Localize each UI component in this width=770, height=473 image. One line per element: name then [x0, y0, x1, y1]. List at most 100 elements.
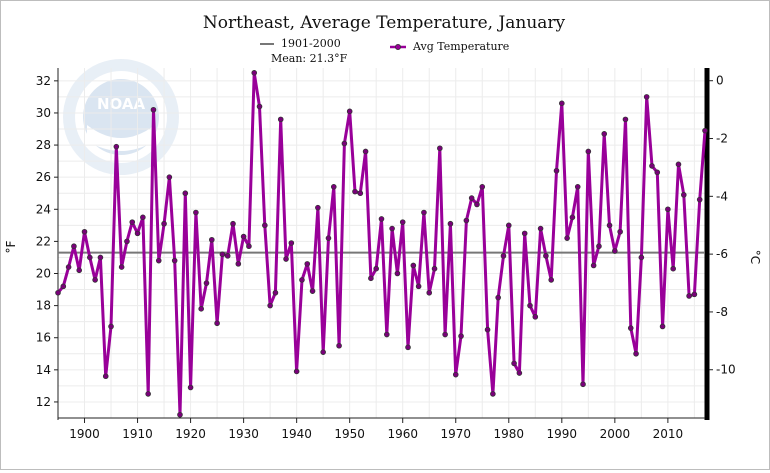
left-axis-tick-label: 32	[36, 74, 51, 88]
right-axis-tick-label: 0	[716, 74, 724, 88]
data-point	[559, 100, 565, 107]
data-point	[219, 251, 226, 258]
x-axis-tick-label: 1920	[175, 427, 206, 441]
data-point	[394, 270, 401, 277]
data-point	[511, 360, 517, 367]
data-point	[426, 289, 433, 296]
data-point	[691, 291, 698, 298]
data-point	[505, 222, 512, 229]
data-point	[659, 323, 666, 330]
data-point	[627, 325, 634, 331]
data-point	[177, 411, 183, 418]
data-point	[675, 161, 682, 168]
left-axis: 12 14 16 18 20 22 24 26 28 30 32	[36, 68, 59, 420]
left-axis-tick-label: 26	[36, 170, 51, 184]
data-point	[580, 381, 586, 388]
data-point	[596, 243, 602, 250]
left-axis-tick-label: 24	[36, 202, 51, 216]
data-point	[357, 190, 364, 197]
y-axis-label-right: °C	[748, 250, 762, 264]
data-point	[516, 370, 523, 376]
x-axis-tick-label: 1980	[494, 427, 525, 441]
data-point	[55, 289, 61, 296]
x-axis-tick-label: 1950	[334, 427, 365, 441]
data-point	[421, 209, 427, 216]
left-axis-tick-label: 16	[36, 331, 51, 345]
x-axis-tick-label: 1990	[547, 427, 578, 441]
data-point	[145, 391, 151, 397]
data-point	[102, 373, 109, 380]
data-point	[548, 277, 555, 283]
data-point	[155, 257, 162, 264]
data-point	[670, 265, 676, 272]
data-point	[553, 167, 560, 174]
data-point	[649, 163, 655, 169]
data-point	[330, 184, 337, 190]
data-point	[590, 262, 597, 269]
data-point	[97, 254, 104, 261]
data-point	[532, 314, 539, 320]
data-point	[161, 220, 167, 227]
data-point	[129, 219, 136, 225]
data-point	[214, 320, 220, 327]
data-point	[336, 342, 342, 349]
left-axis-tick-label: 12	[36, 395, 51, 409]
data-point	[304, 261, 311, 267]
data-point	[680, 192, 687, 198]
data-point	[490, 391, 496, 397]
data-point	[113, 143, 120, 150]
data-point	[171, 257, 178, 264]
data-point	[543, 253, 549, 259]
data-point	[60, 283, 67, 290]
right-axis-tick-label: -2	[716, 132, 728, 146]
right-axis-tick-label: -6	[716, 247, 728, 261]
data-point	[320, 349, 326, 355]
left-axis-tick-label: 30	[36, 106, 51, 120]
data-point	[500, 253, 507, 259]
x-axis-tick-label: 2000	[600, 427, 631, 441]
data-point	[654, 169, 661, 176]
data-point	[378, 216, 385, 222]
data-point	[521, 230, 528, 237]
data-point	[362, 148, 369, 155]
left-axis-tick-label: 14	[36, 363, 51, 377]
x-axis-tick-label: 1930	[228, 427, 259, 441]
right-axis-tick-label: -10	[716, 363, 736, 377]
left-axis-tick-label: 22	[36, 234, 51, 248]
data-point	[346, 108, 353, 115]
data-point	[352, 188, 358, 195]
data-point	[601, 131, 608, 137]
data-point	[267, 302, 273, 309]
data-point	[612, 248, 618, 254]
data-point	[495, 294, 501, 301]
x-axis-tick-label: 1960	[387, 427, 418, 441]
data-point	[638, 254, 645, 261]
data-point	[283, 256, 289, 262]
x-axis-tick-label: 1900	[69, 427, 100, 441]
data-point	[224, 253, 231, 259]
data-point	[569, 214, 576, 221]
data-point	[696, 196, 703, 203]
data-point	[702, 127, 708, 134]
data-point	[474, 201, 480, 208]
data-point	[622, 116, 629, 123]
noaa-logo-watermark: NOAA	[63, 59, 179, 175]
left-axis-tick-label: 28	[36, 138, 51, 152]
data-point	[309, 288, 316, 294]
data-point	[166, 174, 173, 180]
data-point	[198, 306, 204, 312]
data-point	[92, 277, 98, 283]
data-point	[293, 368, 300, 375]
data-point	[81, 228, 88, 235]
data-point	[65, 264, 72, 270]
data-point	[341, 140, 348, 147]
data-point	[484, 326, 491, 333]
legend-series-label: Avg Temperature	[412, 40, 509, 53]
chart-title: Northeast, Average Temperature, January	[203, 13, 566, 33]
legend-mean-label: 1901-2000	[281, 37, 341, 50]
data-point	[76, 267, 83, 274]
right-axis-tick-label: -4	[716, 189, 728, 203]
data-point	[410, 262, 417, 269]
